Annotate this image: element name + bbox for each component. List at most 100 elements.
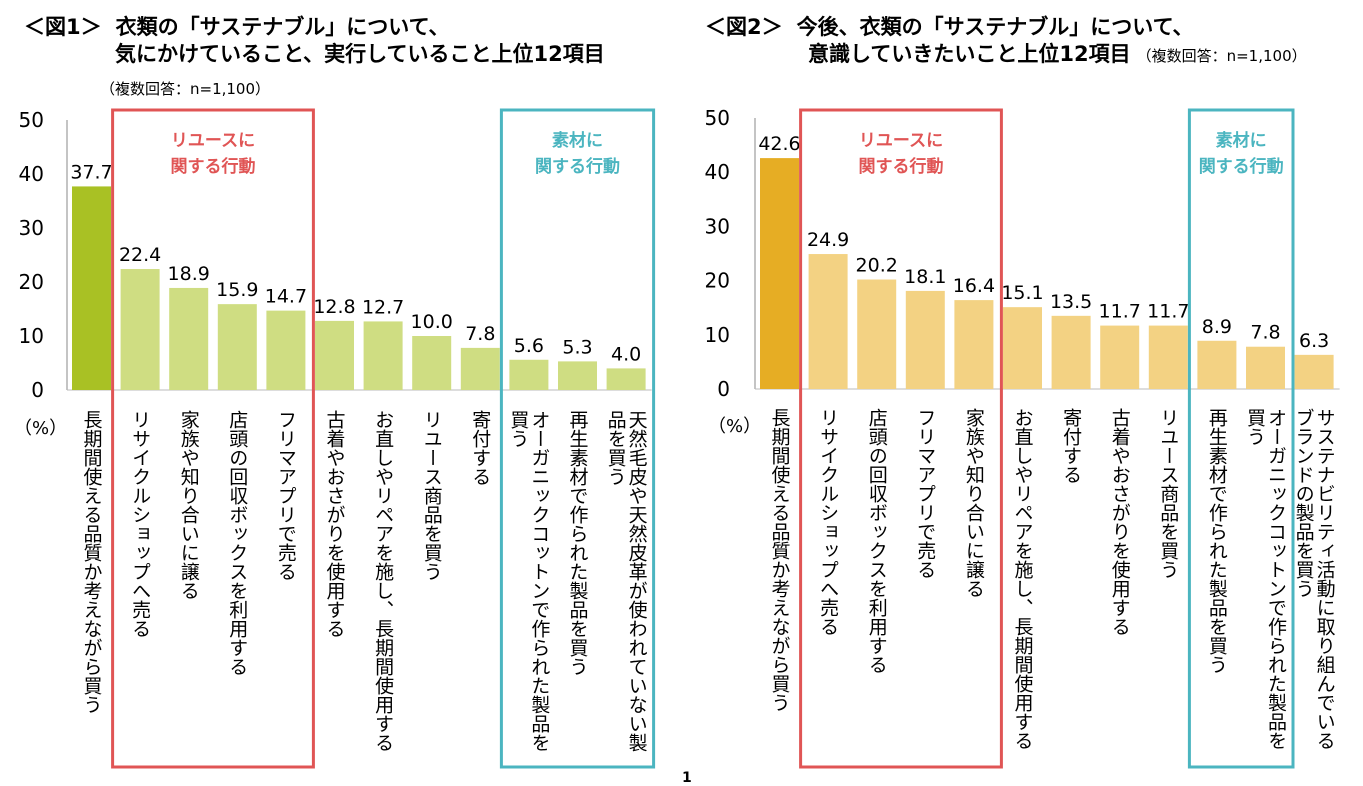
- chart1-category-label: 天然毛皮や天然皮革が使われていない製: [626, 410, 648, 752]
- chart1-note: （複数回答：n=1,100）: [100, 80, 271, 98]
- chart2-value-label: 15.1: [1001, 282, 1043, 304]
- chart2-category-label: 古着やおさがりを使用する: [1109, 408, 1131, 636]
- chart2-title: ＜図2＞ 今後、衣類の「サステナブル」について、 意識していきたいこと上位12項目…: [705, 14, 1307, 70]
- chart1-bar: [509, 359, 549, 390]
- chart1-group-box: [111, 108, 315, 769]
- chart2-category-label: ブランドの製品を買う: [1293, 408, 1315, 598]
- chart2-group-box: [1187, 108, 1295, 769]
- chart1-ytick-label: 10: [19, 324, 44, 348]
- chart1-bar: [460, 347, 500, 390]
- chart2-ylabel: （%）: [708, 416, 762, 437]
- chart1-ylabel: （%）: [14, 418, 68, 439]
- chart2-bar: [808, 254, 848, 389]
- chart2-group-title: 関する行動: [859, 156, 944, 177]
- chart2-category-label: リユース商品を買う: [1157, 408, 1179, 579]
- chart1-category-label: 寄付する: [469, 410, 491, 486]
- chart1-group-box: [499, 108, 656, 769]
- page-number: 1: [682, 770, 692, 786]
- chart2-value-label: 11.7: [1147, 301, 1189, 323]
- chart1-bar: [606, 368, 646, 390]
- chart2-category-label: 寄付する: [1060, 408, 1082, 484]
- chart2-group-title: 素材に: [1216, 130, 1267, 151]
- chart1-value-label: 5.6: [514, 335, 544, 357]
- chart1-value-label: 14.7: [265, 286, 307, 308]
- chart2-category-label: リサイクルショップへ売る: [817, 408, 839, 636]
- chart2-ytick-label: 50: [705, 106, 730, 130]
- chart1-category-label: オーガニックコットンで作られた製品を: [528, 410, 550, 752]
- chart2-category-label: 店頭の回収ボックスを利用する: [866, 408, 888, 674]
- chart2-value-label: 6.3: [1299, 330, 1329, 352]
- chart1-category-label: 品を買う: [605, 410, 627, 486]
- chart1-value-label: 22.4: [119, 244, 161, 266]
- chart2-category-label: 再生素材で作られた製品を買う: [1206, 408, 1228, 674]
- chart2-ytick-label: 0: [717, 377, 730, 401]
- chart1-tag: ＜図1＞: [24, 15, 102, 39]
- chart2-category-label: サステナビリティ活動に取り組んでいる: [1314, 408, 1336, 750]
- chart2-bar: [760, 158, 799, 389]
- chart1-ytick-label: 30: [19, 216, 44, 240]
- chart2-value-label: 11.7: [1099, 301, 1141, 323]
- chart1-group-title: 素材に: [552, 130, 603, 151]
- chart1-category-label: 家族や知り合いに譲る: [178, 410, 200, 600]
- chart2-bar: [1246, 346, 1285, 389]
- chart1-value-label: 15.9: [216, 279, 258, 301]
- chart1-bar: [217, 304, 257, 390]
- chart1-title: ＜図1＞ 衣類の「サステナブル」について、 気にかけていること、実行していること上…: [24, 14, 605, 68]
- chart2-value-label: 16.4: [953, 275, 995, 297]
- chart2-group-box: [799, 108, 1003, 769]
- chart1-bar: [315, 320, 354, 390]
- chart1-group-title: リユースに: [171, 131, 255, 151]
- chart1-category-label: リサイクルショップへ売る: [129, 410, 151, 638]
- chart2-value-label: 13.5: [1050, 291, 1092, 313]
- chart2-category-label: 買う: [1244, 408, 1266, 446]
- chart2-bar: [1100, 325, 1140, 389]
- chart1-bar: [169, 287, 209, 390]
- chart1-bar: [558, 361, 597, 390]
- chart1-bar: [266, 310, 306, 390]
- chart2-category-label: お直しやリペアを施し、長期間使用する: [1012, 408, 1034, 750]
- chart1-value-label: 37.7: [70, 161, 112, 183]
- chart2-value-label: 42.6: [758, 133, 800, 155]
- chart1-group-title: 関する行動: [535, 156, 620, 177]
- chart2-value-label: 8.9: [1202, 316, 1232, 338]
- chart2-value-label: 20.2: [856, 255, 898, 277]
- chart2-title-line2: 意識していきたいこと上位12項目: [808, 42, 1131, 66]
- chart2-category-label: 長期間使える品質か考えながら買う: [769, 408, 791, 712]
- chart1-bar: [363, 321, 403, 390]
- chart1-value-label: 12.7: [362, 296, 404, 318]
- chart2-value-label: 24.9: [807, 229, 849, 251]
- chart2-tag: ＜図2＞: [705, 15, 783, 39]
- chart1-category-label: フリマアプリで売る: [275, 410, 297, 581]
- chart2-bar: [1294, 354, 1334, 389]
- chart2-value-label: 7.8: [1250, 322, 1280, 344]
- chart2-bar: [1197, 340, 1237, 389]
- chart1-value-label: 18.9: [168, 263, 210, 285]
- chart2-group-title: 関する行動: [1199, 156, 1284, 177]
- chart1-ytick-label: 20: [19, 270, 44, 294]
- chart2-bar: [1148, 325, 1188, 389]
- chart1-ytick-label: 40: [19, 162, 44, 186]
- chart2-ytick-label: 10: [705, 323, 730, 347]
- chart1-value-label: 4.0: [611, 343, 641, 365]
- chart1-value-label: 5.3: [562, 336, 592, 358]
- chart2-bar: [954, 300, 994, 389]
- chart1-bar: [412, 336, 452, 390]
- chart2-bar: [905, 290, 945, 389]
- chart2-bar: [1051, 315, 1091, 389]
- chart1-group-title: 関する行動: [171, 156, 256, 177]
- chart2-group-title: リユースに: [859, 131, 943, 151]
- chart2-value-label: 18.1: [904, 266, 946, 288]
- chart1-bar: [120, 269, 160, 390]
- chart1-bar: [72, 186, 111, 390]
- chart1-category-label: リユース商品を買う: [421, 410, 443, 581]
- chart1-title-line1: 衣類の「サステナブル」について、: [115, 15, 450, 39]
- chart1-value-label: 12.8: [313, 296, 355, 318]
- chart2-title-line1: 今後、衣類の「サステナブル」について、: [796, 15, 1194, 39]
- chart1-category-label: 古着やおさがりを使用する: [324, 410, 346, 638]
- chart2-ytick-label: 30: [705, 214, 730, 238]
- chart2-category-label: フリマアプリで売る: [914, 408, 936, 579]
- chart1-category-label: お直しやリペアを施し、長期間使用する: [372, 410, 394, 752]
- chart2-note: （複数回答：n=1,100）: [1136, 47, 1307, 65]
- chart1-ytick-label: 50: [19, 108, 44, 132]
